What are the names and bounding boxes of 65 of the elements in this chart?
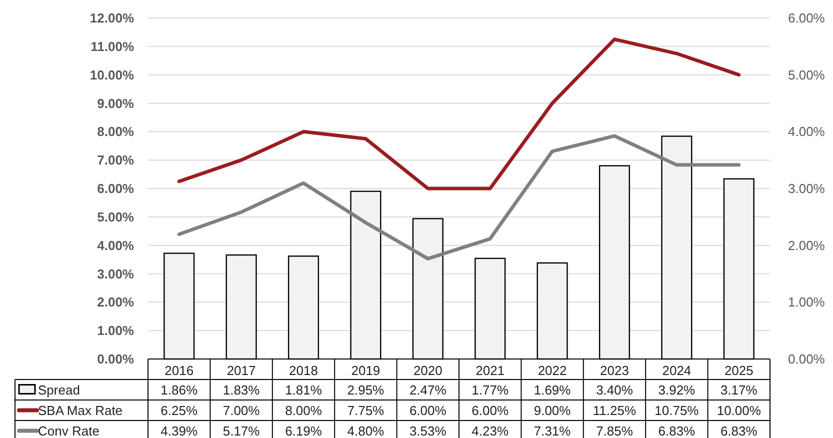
- x-tick-label: 2017: [226, 362, 256, 378]
- data-label: 11.25%: [592, 402, 636, 418]
- legend-label: Spread: [38, 382, 80, 398]
- y-tick-label: 1.00%: [97, 323, 134, 338]
- data-label: 6.83%: [658, 423, 696, 438]
- data-label: 1.86%: [160, 382, 198, 398]
- x-tick-label: 2020: [413, 362, 442, 378]
- data-label: 6.00%: [472, 402, 509, 418]
- data-label: 7.31%: [534, 423, 572, 438]
- y2-tick-label: 4.00%: [788, 124, 826, 140]
- data-label: 3.53%: [409, 423, 447, 438]
- x-tick-label: 2024: [662, 362, 692, 378]
- y-tick-label: 6.00%: [97, 181, 134, 196]
- y-tick-label: 11.00%: [90, 38, 134, 54]
- data-label: 3.92%: [658, 382, 696, 398]
- y-tick-label: 10.00%: [90, 67, 134, 82]
- x-tick-label: 2025: [724, 362, 754, 378]
- data-label: 6.00%: [409, 402, 447, 418]
- data-label: 4.80%: [347, 423, 385, 438]
- y-tick-label: 5.00%: [97, 209, 134, 224]
- y2-tick-label: 5.00%: [788, 67, 826, 82]
- y2-tick-label: 3.00%: [788, 181, 826, 196]
- data-label: 8.00%: [285, 402, 322, 418]
- data-label: 10.00%: [716, 402, 762, 418]
- x-tick-label: 2018: [289, 362, 318, 378]
- data-label: 9.00%: [534, 402, 572, 418]
- data-label: 7.00%: [222, 402, 260, 418]
- y-tick-label: 9.00%: [97, 96, 134, 111]
- y-tick-label: 0.00%: [97, 352, 134, 367]
- legend-label: Conv Rate: [38, 423, 100, 438]
- data-label: 1.69%: [534, 382, 572, 398]
- data-label: 3.40%: [596, 382, 634, 398]
- x-tick-label: 2023: [600, 362, 629, 378]
- data-label: 5.17%: [222, 423, 260, 438]
- data-label: 1.83%: [222, 382, 260, 398]
- data-label: 4.39%: [160, 423, 198, 438]
- data-label: 1.81%: [285, 382, 322, 398]
- line-series: [177, 38, 741, 190]
- y-tick-label: 12.00%: [90, 10, 134, 26]
- x-tick-label: 2016: [164, 362, 194, 378]
- data-label: 7.75%: [347, 402, 385, 418]
- data-label: 2.95%: [347, 382, 385, 398]
- y-tick-label: 4.00%: [97, 238, 134, 253]
- y-tick-label: 3.00%: [97, 266, 134, 282]
- data-label: 6.25%: [160, 402, 198, 418]
- y2-tick-label: 1.00%: [788, 294, 826, 310]
- line-series: [177, 134, 741, 260]
- x-tick-label: 2021: [476, 362, 505, 378]
- data-label: 6.83%: [720, 423, 758, 438]
- legend-label: SBA Max Rate: [38, 402, 123, 418]
- y2-tick-label: 2.00%: [788, 238, 826, 253]
- data-label: 1.77%: [472, 382, 509, 398]
- data-label: 4.23%: [472, 423, 509, 438]
- y2-tick-label: 6.00%: [788, 10, 826, 26]
- data-label: 10.75%: [654, 402, 700, 418]
- y-tick-label: 7.00%: [97, 152, 134, 168]
- y-tick-label: 8.00%: [97, 124, 134, 140]
- data-label: 6.19%: [285, 423, 322, 438]
- x-tick-label: 2019: [351, 362, 380, 378]
- data-label: 2.47%: [409, 382, 447, 398]
- data-label: 7.85%: [596, 423, 634, 438]
- data-label: 3.17%: [720, 382, 758, 398]
- x-tick-label: 2022: [538, 362, 567, 378]
- y-tick-label: 2.00%: [97, 294, 134, 310]
- y2-tick-label: 0.00%: [788, 352, 826, 367]
